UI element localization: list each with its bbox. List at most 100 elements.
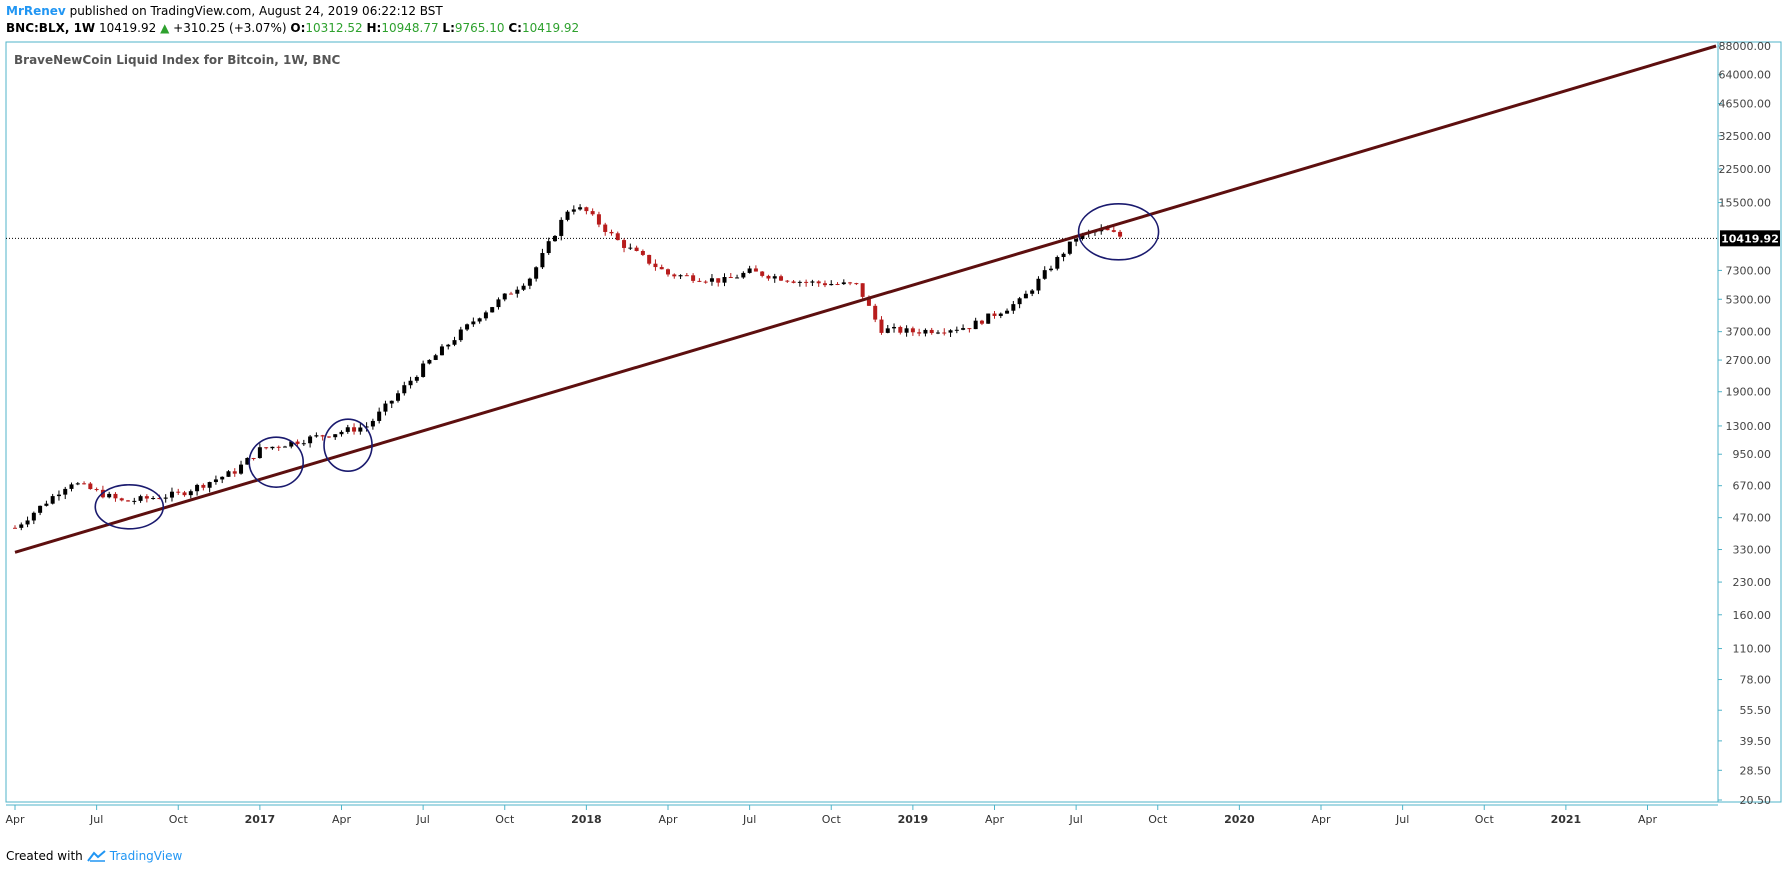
candle-up	[797, 281, 802, 283]
candle-up	[747, 268, 752, 273]
candle-down	[854, 283, 859, 285]
created-with-text: Created with	[6, 849, 83, 863]
candle-up	[552, 235, 557, 242]
candle-up	[527, 278, 532, 286]
annotation-ellipse[interactable]	[248, 436, 305, 488]
candle-up	[333, 434, 338, 438]
candle-down	[352, 427, 357, 432]
candle-up	[433, 355, 438, 360]
candle-up	[50, 496, 55, 504]
candle-down	[326, 436, 331, 438]
close-label: C:	[508, 21, 522, 35]
candle-down	[232, 471, 237, 474]
candle-up	[1023, 293, 1028, 299]
candle-up	[308, 436, 313, 444]
price-tick-label: 470.00	[1733, 512, 1772, 525]
tradingview-logo-icon	[86, 850, 106, 862]
low-value: 9765.10	[454, 21, 505, 35]
price-tick-label: 28.50	[1740, 764, 1772, 777]
candle-up	[270, 446, 275, 449]
candle-up	[578, 207, 583, 210]
candle-down	[647, 254, 652, 264]
candle-down	[201, 484, 206, 488]
up-arrow-icon: ▲	[160, 21, 170, 35]
price-tick-label: 230.00	[1733, 576, 1772, 589]
price-tick-label: 15500.00	[1719, 197, 1772, 210]
candle-down	[584, 207, 589, 212]
time-tick-label: 2018	[571, 813, 602, 826]
candle-up	[188, 491, 193, 496]
candle-down	[942, 332, 947, 334]
candle-up	[998, 313, 1003, 316]
candle-up	[207, 482, 212, 488]
candle-down	[276, 446, 281, 448]
candle-up	[446, 344, 451, 347]
candle-down	[94, 489, 99, 491]
candle-down	[760, 271, 765, 276]
time-tick-label: Jul	[1068, 813, 1082, 826]
candle-down	[816, 281, 821, 284]
tradingview-link[interactable]: TradingView	[109, 849, 183, 863]
candle-up	[571, 209, 576, 212]
price-tick-label: 110.00	[1733, 643, 1772, 656]
price-tick-label: 22500.00	[1719, 163, 1772, 176]
candle-up	[364, 426, 369, 428]
annotation-ellipse[interactable]	[1077, 203, 1160, 261]
candle-down	[873, 305, 878, 320]
candle-down	[603, 224, 608, 232]
candle-up	[314, 435, 319, 437]
price-tick-label: 5300.00	[1726, 293, 1772, 306]
time-tick-label: Oct	[1475, 813, 1495, 826]
candle-up	[408, 380, 413, 386]
candle-up	[63, 488, 68, 495]
candle-up	[226, 471, 231, 477]
candle-up	[741, 272, 746, 278]
candle-up	[289, 441, 294, 447]
candle-up	[239, 464, 244, 474]
candle-down	[898, 326, 903, 333]
candle-down	[640, 250, 645, 255]
candle-down	[126, 500, 131, 502]
time-tick-label: Oct	[1148, 813, 1168, 826]
ohlc-bar: BNC:BLX, 1W 10419.92 ▲ +310.25 (+3.07%) …	[6, 21, 579, 35]
time-axis[interactable]: Apr Jul Oct 2017 Apr Jul Oct 2018 Apr Jul Oct 2019 A…	[5, 805, 1657, 826]
price-tick-label: 670.00	[1733, 480, 1772, 493]
candle-up	[132, 500, 137, 502]
candle-up	[414, 376, 419, 381]
candle-down	[653, 263, 658, 268]
chart-frame	[5, 41, 1782, 803]
candle-up	[1017, 298, 1022, 305]
candle-up	[301, 443, 306, 445]
annotation-ellipse[interactable]	[323, 418, 373, 472]
price-axis[interactable]: 88000.00 64000.00 46500.00 32500.00 22500.00…	[1718, 40, 1780, 807]
time-tick-label: Jul	[415, 813, 429, 826]
candle-up	[502, 293, 507, 300]
candle-down	[672, 274, 677, 277]
candle-up	[810, 281, 815, 283]
annotation-ellipse[interactable]	[94, 484, 165, 530]
candle-down	[766, 275, 771, 279]
time-tick-label: Oct	[822, 813, 842, 826]
candle-down	[866, 296, 871, 306]
candle-up	[954, 329, 959, 331]
candle-up	[885, 328, 890, 333]
price-tick-label: 64000.00	[1719, 69, 1772, 82]
candle-down	[144, 496, 149, 499]
trendline[interactable]	[14, 44, 1717, 554]
author-link[interactable]: MrRenev	[6, 4, 66, 18]
candle-down	[929, 329, 934, 334]
candle-down	[684, 275, 689, 277]
candle-down	[320, 435, 325, 437]
candle-down	[82, 483, 87, 485]
candle-down	[622, 240, 627, 248]
candle-up	[935, 332, 940, 334]
time-tick-label: Oct	[169, 813, 189, 826]
price-tick-label: 55.50	[1740, 704, 1772, 717]
candle-up	[220, 476, 225, 480]
candle-up	[923, 329, 928, 334]
time-tick-label: Jul	[742, 813, 756, 826]
candle-up	[722, 277, 727, 283]
candle-up	[521, 285, 526, 290]
candle-down	[659, 267, 664, 270]
